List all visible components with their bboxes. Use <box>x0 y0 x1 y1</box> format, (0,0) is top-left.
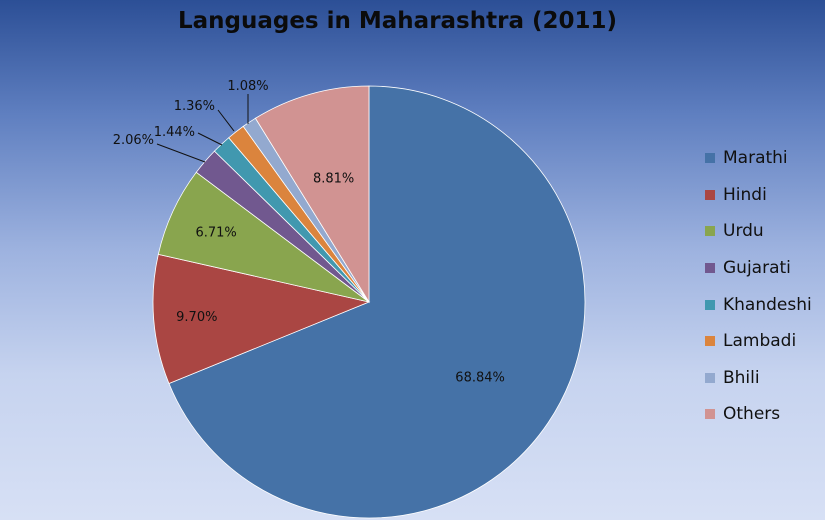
data-label-hindi: 9.70% <box>176 310 217 325</box>
leader-line-lambadi <box>217 109 235 132</box>
legend: Marathi Hindi Urdu Gujarati Khandeshi Lambadi… <box>705 140 812 433</box>
legend-label: Bhili <box>723 367 760 388</box>
legend-label: Urdu <box>723 221 764 242</box>
legend-swatch <box>705 372 715 383</box>
pie-slice-hindi <box>152 253 371 385</box>
legend-swatch <box>705 336 715 347</box>
pie-slice-marathi <box>168 85 586 519</box>
legend-swatch <box>705 153 715 164</box>
pie-slice-others <box>254 85 370 304</box>
legend-swatch <box>705 299 715 310</box>
legend-swatch <box>705 226 715 237</box>
legend-label: Khandeshi <box>723 294 812 315</box>
legend-swatch <box>705 409 715 420</box>
legend-swatch <box>705 189 715 200</box>
legend-label: Others <box>723 404 781 425</box>
legend-label: Marathi <box>723 148 788 169</box>
leader-line-khandeshi <box>197 132 223 146</box>
legend-item-hindi: Hindi <box>705 177 812 214</box>
legend-item-urdu: Urdu <box>705 213 812 250</box>
chart-title: Languages in Maharashtra (2011) <box>177 8 618 34</box>
data-label-lambadi: 1.36% <box>174 99 215 114</box>
legend-item-khandeshi: Khandeshi <box>705 286 812 323</box>
legend-item-lambadi: Lambadi <box>705 323 812 360</box>
legend-item-others: Others <box>705 396 812 433</box>
legend-item-bhili: Bhili <box>705 360 812 397</box>
leader-line-gujarati <box>156 143 206 163</box>
legend-label: Gujarati <box>723 258 791 279</box>
data-label-khandeshi: 1.44% <box>154 125 195 140</box>
data-label-bhili: 1.08% <box>227 79 268 94</box>
legend-swatch <box>705 263 715 274</box>
legend-label: Hindi <box>723 184 767 205</box>
legend-item-gujarati: Gujarati <box>705 250 812 287</box>
legend-label: Lambadi <box>723 331 797 352</box>
data-label-marathi: 68.84% <box>455 371 505 386</box>
legend-item-marathi: Marathi <box>705 140 812 177</box>
data-label-others: 8.81% <box>313 171 354 186</box>
data-label-urdu: 6.71% <box>195 225 236 240</box>
data-label-gujarati: 2.06% <box>113 133 154 148</box>
